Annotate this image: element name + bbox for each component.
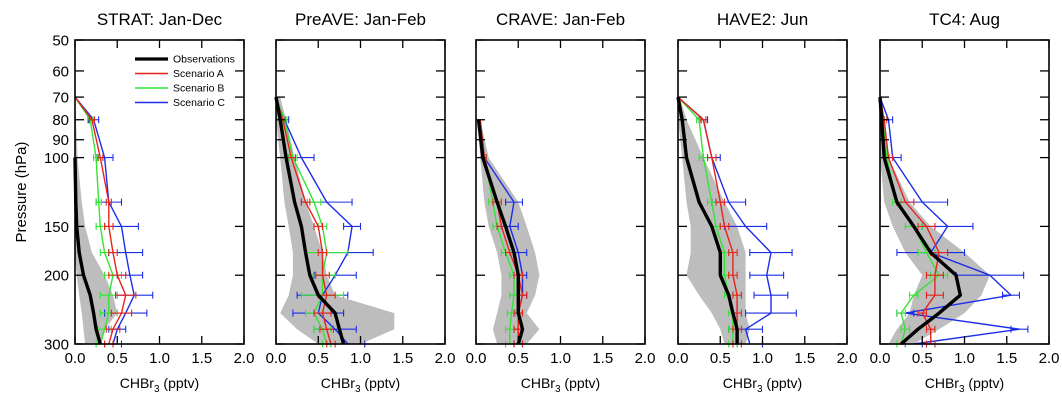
series-line-observations xyxy=(878,96,962,346)
x-axis-label: CHBr3 (pptv) xyxy=(321,375,400,395)
x-tick-label: 0.5 xyxy=(508,350,529,367)
legend-label: Scenario B xyxy=(173,83,224,95)
y-tick-label: 80 xyxy=(52,112,69,129)
y-tick-label: 150 xyxy=(44,219,69,236)
y-tick-label: 60 xyxy=(52,63,69,80)
x-tick-label: 0.5 xyxy=(308,350,329,367)
x-tick-label: 1.0 xyxy=(752,350,773,367)
legend-label: Scenario A xyxy=(173,68,224,80)
series-line-observations xyxy=(274,96,346,345)
y-tick-label: 100 xyxy=(44,150,69,167)
x-tick-label: 1.0 xyxy=(954,350,975,367)
x-tick-label: 1.5 xyxy=(392,350,413,367)
legend: Observations Scenario A Scenario B Scenario… xyxy=(135,54,235,109)
series-line-observations xyxy=(476,119,525,345)
x-tick-label: 2.0 xyxy=(435,350,456,367)
x-tick-label: 0.0 xyxy=(65,350,86,367)
x-axis-label: CHBr3 (pptv) xyxy=(521,375,600,395)
y-tick-label: 300 xyxy=(44,337,69,354)
x-tick-label: 0.0 xyxy=(466,350,487,367)
y-tick-label: 90 xyxy=(52,132,69,149)
x-tick-label: 0.0 xyxy=(668,350,689,367)
x-tick-label: 2.0 xyxy=(1039,350,1060,367)
x-tick-label: 0.0 xyxy=(266,350,287,367)
x-tick-label: 1.0 xyxy=(350,350,371,367)
x-tick-label: 2.0 xyxy=(837,350,858,367)
x-tick-label: 2.0 xyxy=(635,350,656,367)
x-tick-label: 1.0 xyxy=(550,350,571,367)
x-axis-label: CHBr3 (pptv) xyxy=(120,375,199,395)
x-tick-label: 1.0 xyxy=(149,350,170,367)
x-axis-label: CHBr3 (pptv) xyxy=(723,375,802,395)
x-tick-label: 1.5 xyxy=(794,350,815,367)
observation-range-band xyxy=(276,97,395,344)
x-tick-label: 1.5 xyxy=(592,350,613,367)
x-tick-label: 0.5 xyxy=(107,350,128,367)
x-tick-label: 1.5 xyxy=(191,350,212,367)
panel-4: HAVE2: Jun 0.0 0.5 1.0 1.5 2.0 CHBr3 (pptv) xyxy=(668,10,858,395)
panel-2: PreAVE: Jan-Feb 0.0 0.5 1.0 1.5 2.0 CHBr3 (ppt… xyxy=(266,10,456,395)
panel-3: CRAVE: Jan-Feb 0.0 0.5 1.0 1.5 2.0 CHBr3 (pptv… xyxy=(466,10,656,395)
x-tick-label: 2.0 xyxy=(234,350,255,367)
y-axis-label: Pressure (hPa) xyxy=(13,142,30,243)
panel-title: PreAVE: Jan-Feb xyxy=(295,10,426,29)
panel-title: STRAT: Jan-Dec xyxy=(97,10,223,29)
panel-title: HAVE2: Jun xyxy=(717,10,808,29)
x-tick-label: 1.5 xyxy=(996,350,1017,367)
observation-range-band xyxy=(75,97,118,344)
panel-title: CRAVE: Jan-Feb xyxy=(496,10,625,29)
y-tick-label: 50 xyxy=(52,33,69,50)
series-line-observations xyxy=(676,96,739,344)
x-tick-label: 0.5 xyxy=(912,350,933,367)
x-tick-label: 0.0 xyxy=(870,350,891,367)
y-tick-label: 200 xyxy=(44,268,69,285)
panel-title: TC4: Aug xyxy=(929,10,1000,29)
observation-range-band xyxy=(678,97,750,344)
x-axis-label: CHBr3 (pptv) xyxy=(925,375,1004,395)
observation-range-band xyxy=(880,97,990,344)
legend-label: Scenario C xyxy=(173,97,225,109)
legend-label: Observations xyxy=(173,54,235,66)
y-tick-label: 70 xyxy=(52,90,69,107)
x-tick-label: 0.5 xyxy=(710,350,731,367)
panel-5: TC4: Aug 0.0 0.5 1.0 1.5 2.0 CHBr3 (pptv) xyxy=(870,10,1060,395)
